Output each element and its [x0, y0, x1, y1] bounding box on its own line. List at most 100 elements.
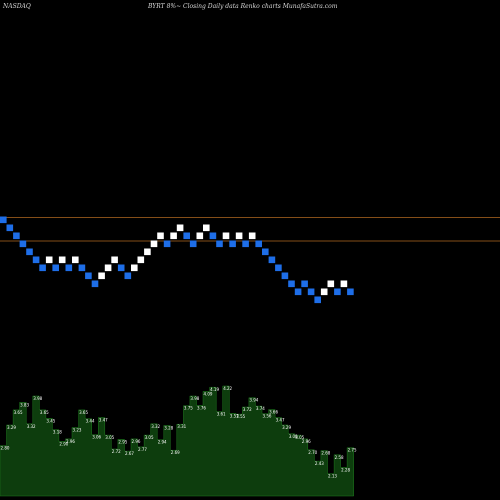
renko-down-brick	[117, 264, 125, 272]
volume-label: 2.96	[66, 439, 75, 444]
renko-up-brick	[320, 288, 328, 296]
renko-down-brick	[19, 240, 27, 248]
volume-label: 3.08	[289, 434, 298, 439]
renko-up-brick	[104, 264, 112, 272]
renko-up-brick	[222, 232, 230, 240]
renko-up-brick	[170, 232, 177, 240]
renko-down-brick	[0, 216, 7, 224]
renko-down-brick	[85, 272, 92, 280]
renko-down-brick	[52, 264, 59, 272]
renko-down-brick	[242, 240, 249, 248]
renko-down-brick	[209, 232, 217, 240]
volume-label: 2.28	[341, 467, 350, 472]
renko-up-brick	[58, 256, 66, 264]
renko-down-brick	[163, 240, 171, 248]
renko-down-brick	[275, 264, 282, 272]
volume-label: 2.95	[118, 439, 127, 444]
renko-down-brick	[281, 272, 289, 280]
renko-down-brick	[347, 288, 354, 296]
renko-down-brick	[26, 248, 33, 256]
volume-label: 3.55	[236, 414, 245, 419]
volume-label: 2.13	[328, 474, 337, 479]
volume-label: 3.94	[249, 398, 258, 403]
volume-label: 3.23	[73, 428, 82, 433]
volume-label: 3.47	[99, 418, 108, 423]
renko-down-brick	[91, 280, 99, 288]
renko-down-brick	[294, 288, 302, 296]
volume-label: 2.77	[138, 447, 147, 452]
renko-down-brick	[183, 232, 190, 240]
renko-up-brick	[150, 240, 158, 248]
renko-down-brick	[288, 280, 295, 288]
volume-area	[0, 385, 354, 497]
volume-label: 3.05	[295, 435, 304, 440]
volume-label: 2.68	[321, 451, 330, 456]
volume-label: 4.22	[223, 386, 232, 391]
volume-label: 3.18	[53, 430, 62, 435]
volume-label: 2.94	[158, 440, 167, 445]
renko-up-brick	[157, 232, 164, 240]
volume-label: 2.70	[308, 450, 317, 455]
renko-up-brick	[248, 232, 256, 240]
renko-up-brick	[235, 232, 243, 240]
volume-label: 3.05	[105, 435, 114, 440]
volume-label: 2.69	[171, 450, 180, 455]
volume-label: 2.58	[335, 455, 344, 460]
volume-label: 2.80	[1, 446, 10, 451]
volume-label: 3.05	[145, 435, 154, 440]
renko-down-brick	[189, 240, 197, 248]
renko-up-brick	[176, 224, 184, 232]
renko-down-brick	[255, 240, 262, 248]
volume-label: 3.66	[269, 410, 278, 415]
renko-down-brick	[307, 288, 315, 296]
renko-up-brick	[98, 272, 105, 280]
renko-up-brick	[196, 232, 204, 240]
renko-down-brick	[6, 224, 14, 232]
volume-label: 3.83	[20, 402, 29, 407]
volume-label: 3.31	[177, 424, 186, 429]
volume-label: 3.61	[217, 412, 226, 417]
volume-label: 3.32	[151, 424, 160, 429]
renko-up-brick	[137, 256, 145, 264]
volume-label: 3.45	[46, 418, 55, 423]
volume-label: 2.75	[348, 448, 357, 453]
renko-down-brick	[216, 240, 223, 248]
volume-label: 3.72	[243, 407, 252, 412]
renko-up-brick	[131, 264, 138, 272]
renko-down-brick	[124, 272, 132, 280]
exchange-label: NASDAQ	[3, 3, 31, 10]
volume-label: 3.44	[86, 419, 95, 424]
volume-label: 4.09	[204, 391, 213, 396]
volume-label: 3.28	[164, 425, 173, 430]
renko-up-brick	[144, 248, 151, 256]
chart-title: BYRT 8%~ Closing Daily data Renko charts…	[148, 3, 338, 10]
renko-up-brick	[203, 224, 210, 232]
renko-down-brick	[229, 240, 236, 248]
volume-label: 2.67	[125, 451, 134, 456]
volume-label: 3.29	[7, 425, 16, 430]
volume-label: 3.98	[190, 396, 199, 401]
volume-label: 3.29	[282, 425, 291, 430]
volume-label: 3.98	[33, 396, 42, 401]
volume-label: 3.75	[184, 406, 193, 411]
volume-label: 3.76	[197, 405, 206, 410]
renko-up-brick	[72, 256, 79, 264]
renko-down-brick	[65, 264, 73, 272]
volume-label: 3.65	[79, 410, 88, 415]
renko-up-brick	[327, 280, 335, 288]
renko-down-brick	[78, 264, 86, 272]
renko-down-brick	[39, 264, 46, 272]
renko-down-brick	[301, 280, 308, 288]
renko-up-brick	[111, 256, 118, 264]
volume-label: 2.72	[112, 449, 121, 454]
volume-label: 3.56	[263, 414, 272, 419]
volume-label: 2.96	[302, 439, 311, 444]
renko-down-brick	[32, 256, 40, 264]
volume-label: 3.65	[40, 410, 49, 415]
renko-down-brick	[262, 248, 269, 256]
volume-label: 3.32	[27, 424, 36, 429]
volume-label: 3.06	[92, 435, 101, 440]
volume-label: 3.57	[230, 413, 239, 418]
